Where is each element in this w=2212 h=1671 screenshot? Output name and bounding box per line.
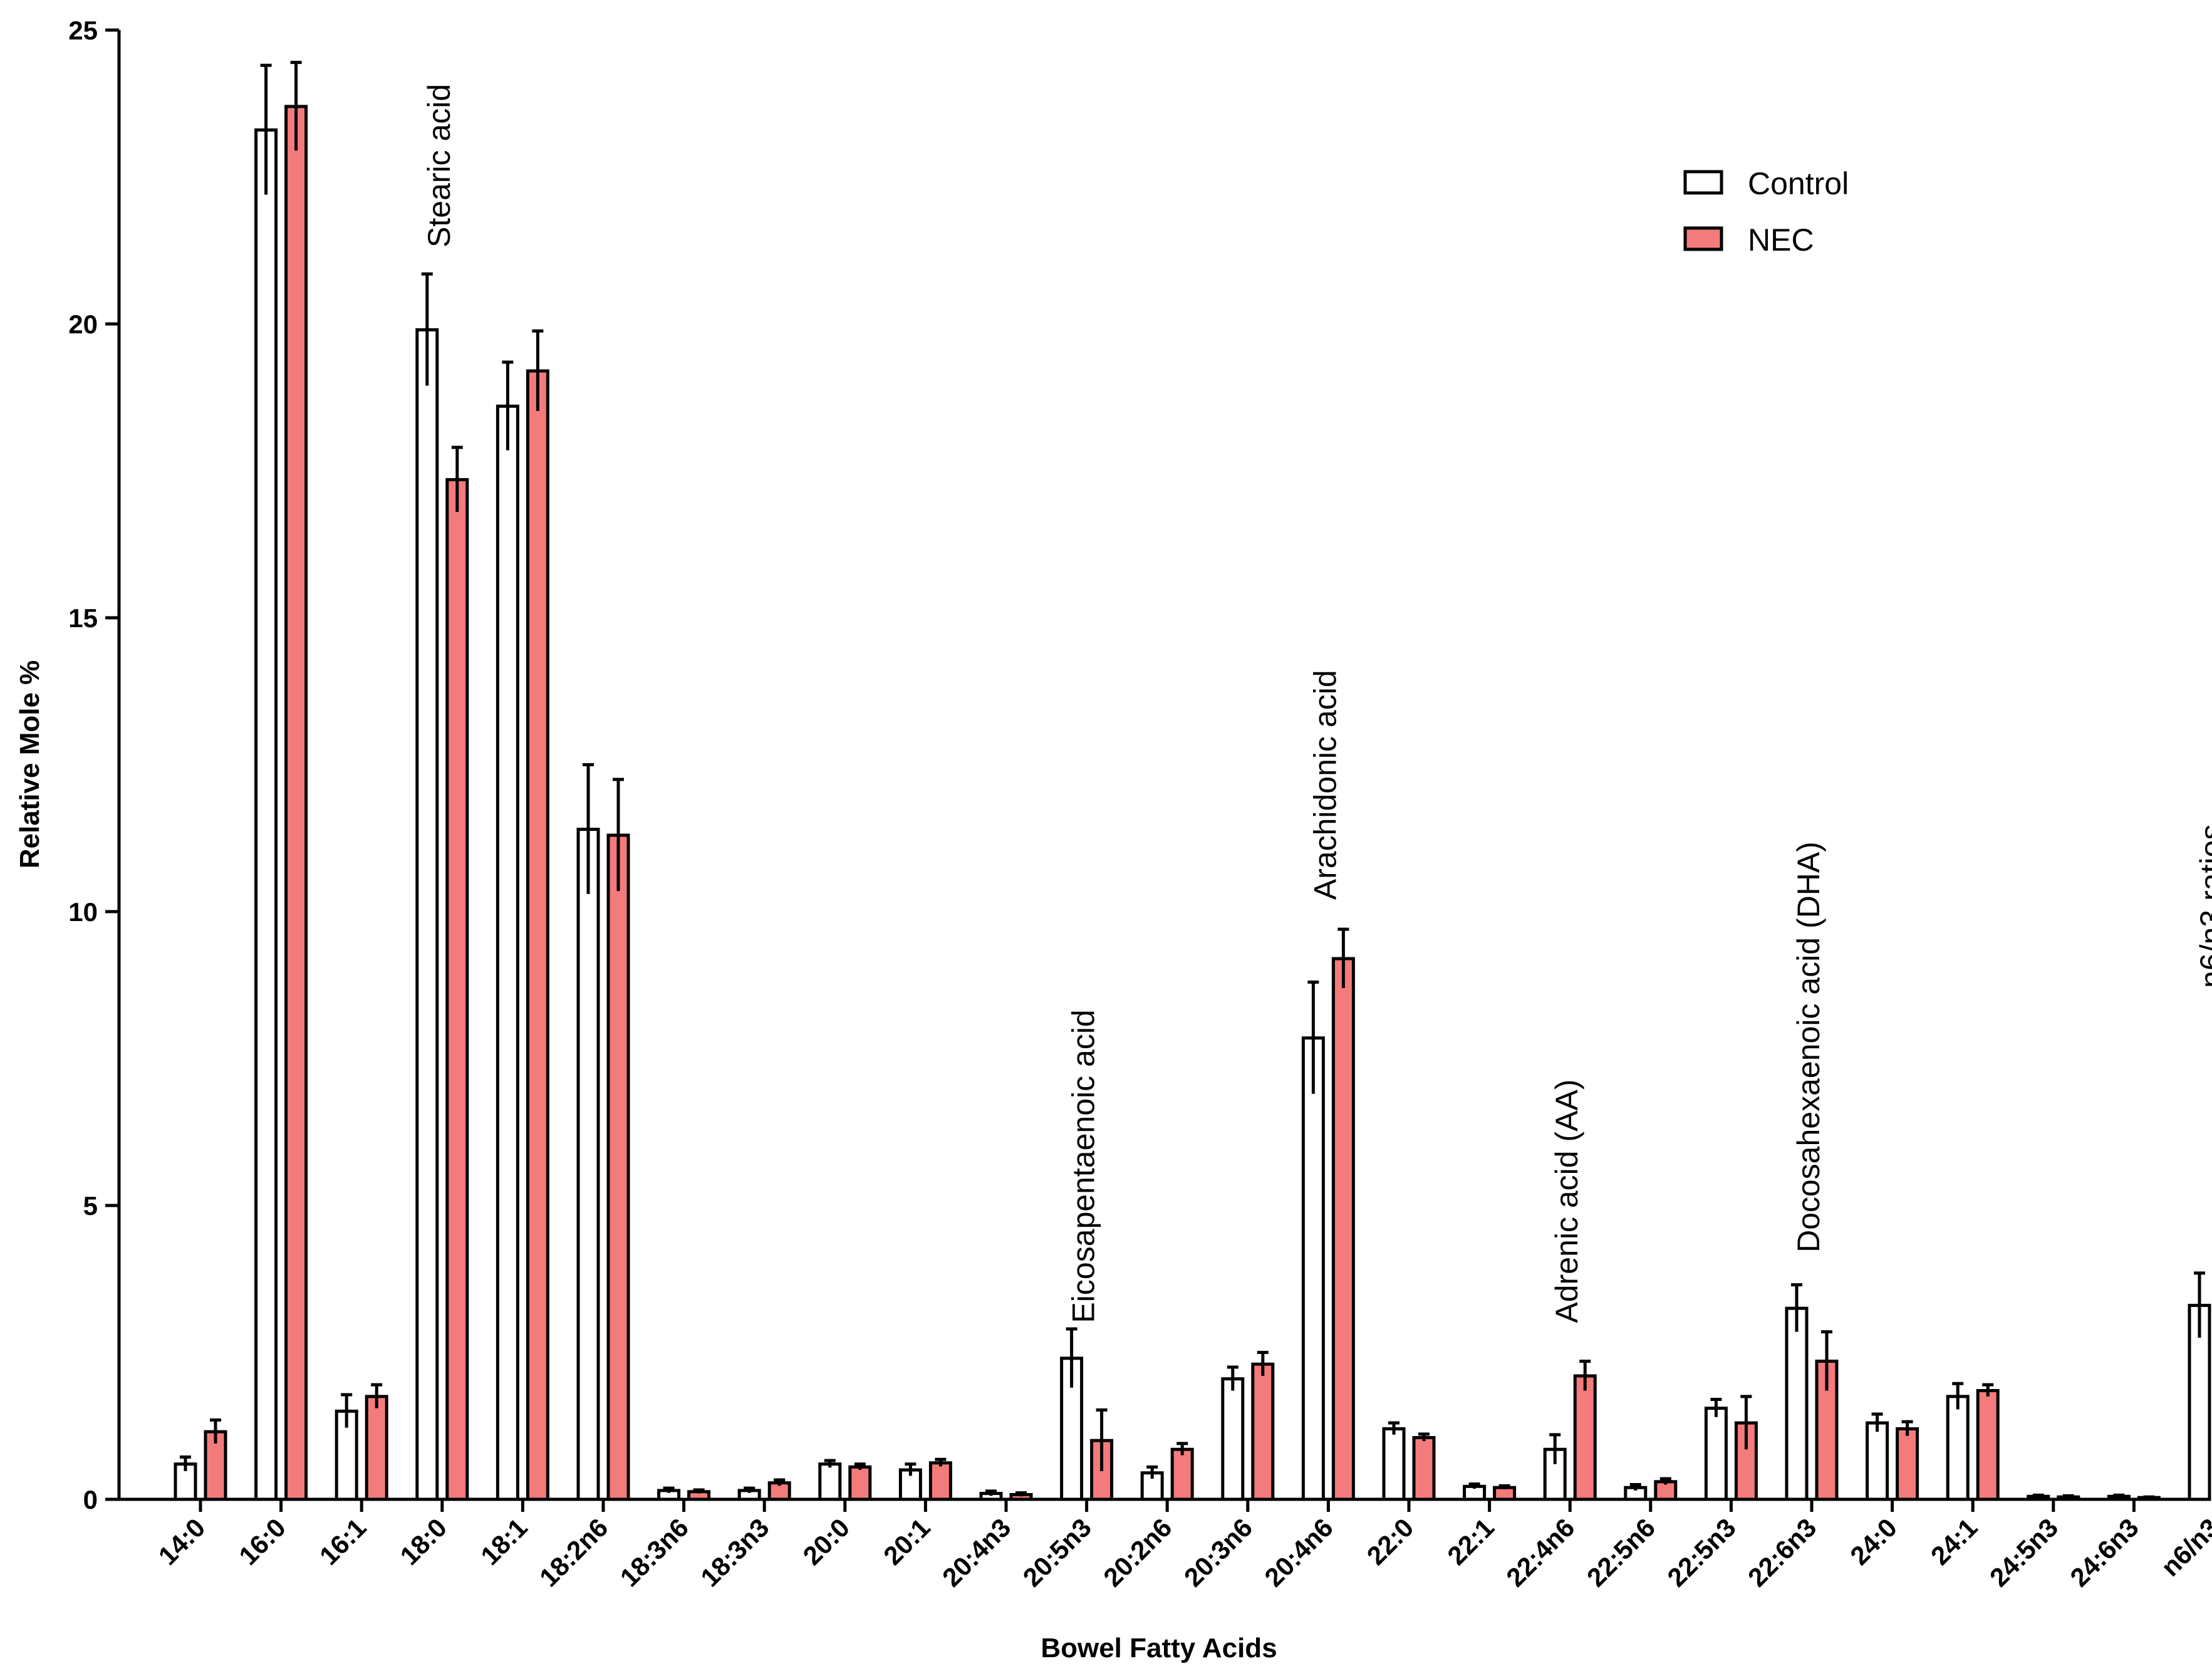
- annotation-adrenic-acid-aa: Adrenic acid (AA): [1549, 1080, 1584, 1323]
- x-tick-label-22-1: 22:1: [1441, 1512, 1500, 1571]
- legend-swatch-nec: [1683, 226, 1723, 251]
- x-tick-label-20-3n6: 20:3n6: [1178, 1512, 1258, 1592]
- bar-control-18-0: [415, 328, 439, 1501]
- bar-control-24-1: [1946, 1395, 1970, 1501]
- annotation-eicosapentaenoic-acid: Eicosapentaenoic acid: [1066, 1009, 1101, 1323]
- x-tick-label-20-0: 20:0: [797, 1512, 855, 1571]
- x-tick-label-22-0: 22:0: [1361, 1512, 1420, 1571]
- bar-control-20-4n6: [1301, 1036, 1325, 1501]
- x-tick-label-22-5n3: 22:5n3: [1661, 1512, 1741, 1592]
- y-tick-label-20: 20: [68, 310, 98, 339]
- x-tick-label-24-5n3: 24:5n3: [1984, 1512, 2064, 1592]
- x-tick-label-20-4n6: 20:4n6: [1259, 1512, 1338, 1592]
- x-tick-label-18-3n3: 18:3n3: [695, 1512, 774, 1592]
- bar-nec-20-4n6: [1331, 957, 1355, 1501]
- bar-control-22-0: [1382, 1427, 1406, 1501]
- legend-label-control: Control: [1748, 166, 1849, 201]
- x-tick-label-22-6n3: 22:6n3: [1742, 1512, 1822, 1592]
- bar-control-20-3n6: [1221, 1377, 1245, 1501]
- x-tick-label-20-4n3: 20:4n3: [937, 1512, 1016, 1592]
- x-axis-ticks: 14:0 16:0 16:1 18:0 18:1 18:2n6 18:3n6 18:3n3 20…: [153, 1499, 2212, 1592]
- bar-nec-24-0: [1896, 1427, 1919, 1501]
- error-bars: [180, 61, 2205, 1499]
- x-tick-label-20-1: 20:1: [878, 1512, 936, 1571]
- y-tick-label-15: 15: [68, 603, 98, 633]
- bar-nec-18-0: [445, 478, 469, 1501]
- legend-label-nec: NEC: [1748, 222, 1814, 258]
- x-tick-label-22-5n6: 22:5n6: [1581, 1512, 1661, 1592]
- x-tick-label-16-0: 16:0: [233, 1512, 291, 1571]
- bar-nec-20-0: [848, 1465, 872, 1501]
- bar-control-20-0: [818, 1462, 842, 1501]
- bar-control-18-2n6: [576, 828, 600, 1501]
- x-tick-label-22-4n6: 22:4n6: [1500, 1512, 1580, 1592]
- annotation-arachidonic-acid: Arachidonic acid: [1307, 670, 1342, 900]
- bar-series: [174, 105, 2211, 1501]
- bar-nec-20-2n6: [1170, 1447, 1194, 1501]
- bar-nec-22-0: [1412, 1436, 1436, 1501]
- y-tick-label-5: 5: [83, 1191, 98, 1221]
- x-tick-label-18-1: 18:1: [475, 1512, 533, 1571]
- bar-nec-20-1: [928, 1461, 952, 1501]
- bar-control-22-6n3: [1785, 1306, 1809, 1501]
- bar-control-18-1: [496, 404, 519, 1501]
- annotations: Stearic acid Eicosapentaenoic acid Arachid…: [422, 84, 2212, 1323]
- bar-nec-24-1: [1976, 1388, 2000, 1501]
- annotation-stearic-acid: Stearic acid: [422, 84, 457, 247]
- y-tick-label-25: 25: [68, 16, 98, 45]
- x-tick-label-18-3n6: 18:3n6: [615, 1512, 694, 1592]
- y-axis-title: Relative Mole %: [14, 660, 45, 869]
- annotation-n6-n3-ratios: n6/n3 ratios: [2194, 825, 2212, 988]
- x-tick-label-20-2n6: 20:2n6: [1098, 1512, 1177, 1592]
- bar-nec-18-2n6: [606, 833, 630, 1501]
- x-tick-label-24-6n3: 24:6n3: [2064, 1512, 2144, 1592]
- x-tick-label-24-1: 24:1: [1925, 1512, 1983, 1571]
- x-tick-label-18-2n6: 18:2n6: [534, 1512, 613, 1592]
- bar-control-24-0: [1866, 1421, 1889, 1501]
- x-tick-label-14-0: 14:0: [153, 1512, 211, 1571]
- legend-swatch-control: [1683, 170, 1723, 195]
- legend: Control NEC: [1683, 166, 1849, 258]
- x-tick-label-24-0: 24:0: [1844, 1512, 1903, 1571]
- x-axis-title: Bowel Fatty Acids: [1041, 1633, 1277, 1663]
- bar-control-16-0: [254, 128, 278, 1501]
- bar-nec-18-1: [526, 369, 549, 1501]
- x-tick-label-18-0: 18:0: [394, 1512, 452, 1571]
- bar-nec-16-1: [365, 1395, 388, 1501]
- bar-nec-22-4n6: [1573, 1374, 1597, 1501]
- annotation-docosahexaenoic-acid-dha: Docosahexaenoic acid (DHA): [1791, 841, 1826, 1252]
- bar-control-22-5n3: [1704, 1407, 1728, 1501]
- x-tick-label-20-5n3: 20:5n3: [1017, 1512, 1097, 1592]
- x-tick-label-n6-n3: n6/n3: [2156, 1512, 2212, 1582]
- bar-nec-20-3n6: [1251, 1362, 1275, 1501]
- y-tick-label-10: 10: [68, 897, 98, 927]
- x-tick-label-16-1: 16:1: [314, 1512, 372, 1571]
- bar-nec-16-0: [284, 105, 308, 1501]
- y-tick-label-0: 0: [83, 1485, 98, 1514]
- y-axis-ticks: 0 5 10 15 20 25: [68, 16, 119, 1514]
